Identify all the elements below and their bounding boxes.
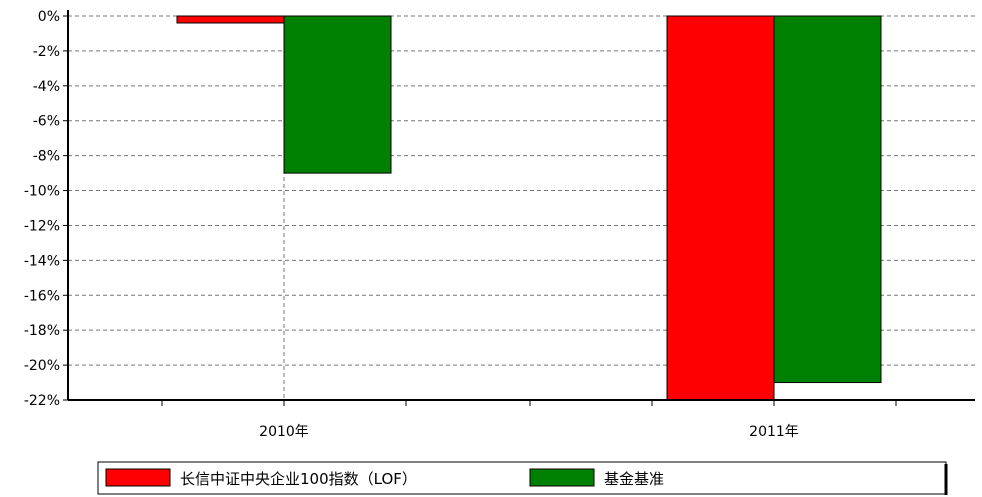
y-tick-label: -4%: [33, 79, 60, 95]
y-tick-label: -6%: [33, 114, 60, 130]
y-tick-label: -12%: [24, 218, 60, 234]
x-tick-label: 2010年: [259, 424, 309, 440]
y-tick-label: -16%: [24, 288, 60, 304]
bar-benchmark-1: [773, 15, 882, 384]
y-tick-label: -14%: [24, 253, 60, 269]
legend-label-0: 长信中证中央企业100指数（LOF）: [180, 470, 417, 488]
bar-fund-0: [176, 15, 285, 24]
axes: [63, 10, 975, 406]
legend-label-1: 基金基准: [604, 470, 664, 488]
bar-benchmark-0: [283, 15, 392, 174]
legend-swatch-1: [529, 468, 595, 487]
x-tick-labels: 2010年 2011年: [259, 424, 799, 440]
y-tick-label: 0%: [38, 9, 60, 25]
x-tick-label: 2011年: [749, 424, 799, 440]
y-tick-label: -2%: [33, 44, 60, 60]
y-tick-labels: 0% -2% -4% -6% -8% -10% -12% -14% -16% -18% -20% -2…: [24, 9, 60, 409]
y-tick-label: -8%: [33, 149, 60, 165]
bars: [176, 15, 882, 401]
legend-box: [97, 461, 947, 495]
y-tick-label: -18%: [24, 323, 60, 339]
y-tick-label: -10%: [24, 184, 60, 200]
y-tick-label: -22%: [24, 393, 60, 409]
bar-fund-1: [666, 15, 775, 401]
legend-swatch-0: [105, 468, 171, 487]
legend: 长信中证中央企业100指数（LOF） 基金基准: [97, 461, 948, 495]
y-tick-label: -20%: [24, 358, 60, 374]
